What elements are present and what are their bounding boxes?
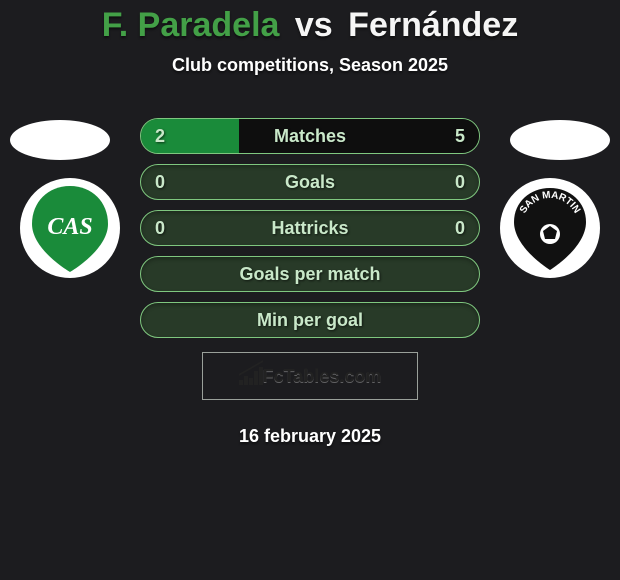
comparison-infographic: { "background_color": "#1c1c1f", "title"…	[0, 0, 620, 580]
stat-row: Goals per match	[140, 256, 480, 292]
title-right-player: Fernández	[348, 6, 518, 44]
player-left-silhouette	[10, 120, 110, 160]
bar-chart-icon	[239, 367, 263, 385]
stat-label: Hattricks	[141, 211, 479, 245]
stat-row: Matches2 5	[140, 118, 480, 154]
stat-row: Min per goal	[140, 302, 480, 338]
title-left-player: F. Paradela	[102, 6, 280, 44]
stat-label: Matches	[141, 119, 479, 153]
player-right-silhouette	[510, 120, 610, 160]
svg-text:CAS: CAS	[47, 214, 92, 240]
stat-rows: Matches25Goals00Hattricks00Goals per mat…	[140, 118, 480, 348]
stat-value-right: 0	[455, 211, 465, 245]
comparison-title: F. Paradela vs Fernández	[0, 0, 620, 45]
watermark-box: FcTables.com	[202, 352, 418, 400]
club-badge-right-svg: SAN MARTIN	[500, 178, 600, 278]
stat-value-left: 2	[155, 119, 165, 153]
club-badge-left: CAS	[20, 178, 120, 278]
stat-value-left: 0	[155, 165, 165, 199]
stat-label: Goals per match	[141, 257, 479, 291]
stat-value-left: 0	[155, 211, 165, 245]
club-badge-left-svg: CAS	[20, 178, 120, 278]
stat-row: Hattricks0 0	[140, 210, 480, 246]
title-vs: vs	[295, 6, 333, 44]
watermark-text: FcTables.com	[263, 366, 382, 387]
stat-label: Goals	[141, 165, 479, 199]
comparison-subtitle: Club competitions, Season 2025	[0, 55, 620, 76]
club-badge-right: SAN MARTIN	[500, 178, 600, 278]
stat-value-right: 0	[455, 165, 465, 199]
stat-label: Min per goal	[141, 303, 479, 337]
stat-row: Goals0 0	[140, 164, 480, 200]
comparison-date: 16 february 2025	[0, 426, 620, 447]
stat-value-right: 5	[455, 119, 465, 153]
